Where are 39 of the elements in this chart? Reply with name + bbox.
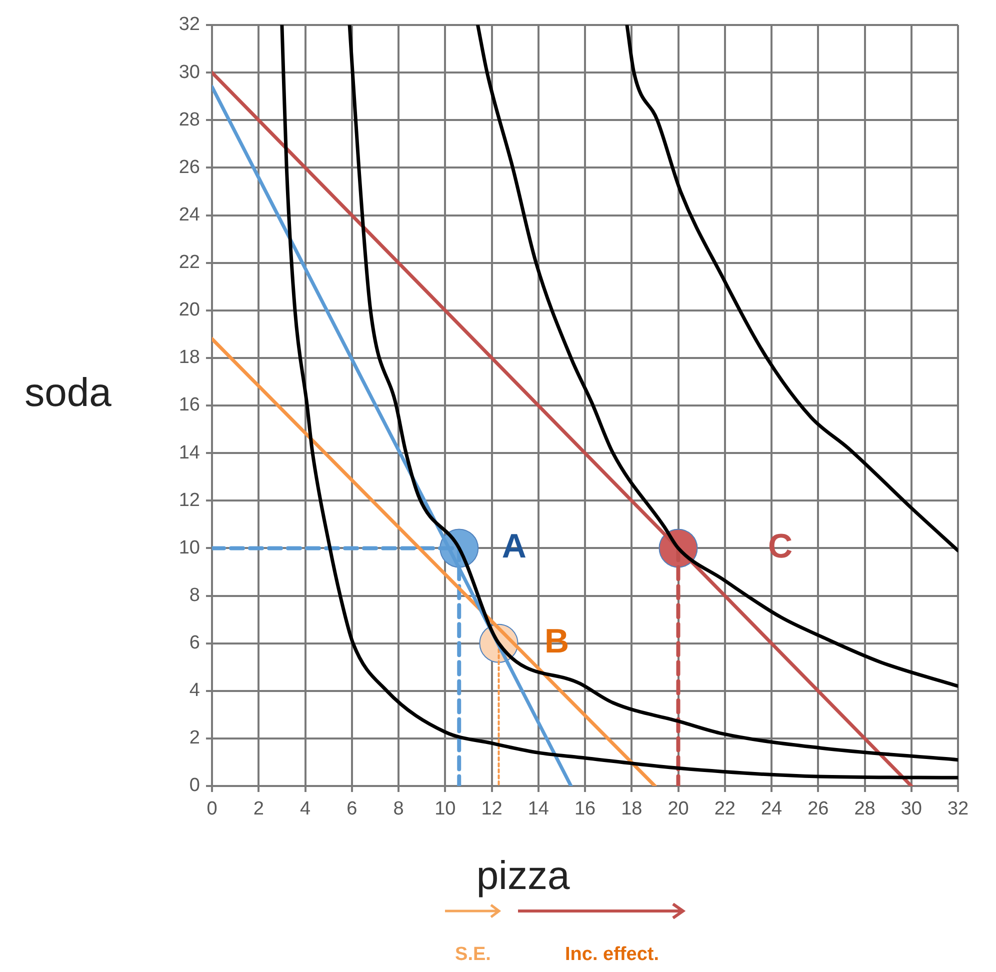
x-tick-label: 18 — [621, 798, 642, 820]
y-tick-label: 8 — [189, 584, 200, 606]
y-tick-label: 28 — [178, 109, 200, 130]
y-tick-label: 30 — [178, 62, 200, 83]
x-tick-label: 2 — [253, 798, 264, 820]
x-tick-label: 24 — [760, 798, 782, 820]
y-tick-label: 0 — [189, 775, 200, 796]
x-tick-label: 12 — [481, 798, 502, 820]
y-axis-title: soda — [24, 371, 112, 416]
y-tick-label: 16 — [178, 394, 200, 416]
y-tick-label: 12 — [178, 490, 200, 511]
y-tick-label: 6 — [189, 632, 200, 654]
y-tick-label: 18 — [178, 347, 200, 368]
x-tick-label: 0 — [206, 798, 218, 820]
text: Inc. effect. — [565, 944, 659, 966]
y-tick-label: 24 — [178, 204, 200, 226]
y-tick-label: 22 — [178, 252, 200, 274]
x-tick-label: 8 — [393, 798, 404, 820]
x-tick-label: 16 — [574, 798, 596, 820]
annotation: B — [544, 622, 570, 661]
x-tick-label: 26 — [808, 798, 829, 820]
x-tick-label: 20 — [668, 798, 689, 820]
x-tick-label: 10 — [434, 798, 456, 820]
x-tick-label: 4 — [300, 798, 311, 820]
x-tick-label: 22 — [714, 798, 736, 820]
y-tick-label: 2 — [189, 728, 200, 749]
y-tick-label: 10 — [178, 537, 200, 558]
x-tick-label: 6 — [346, 798, 358, 820]
y-tick-label: 14 — [178, 442, 200, 464]
x-tick-label: 30 — [900, 798, 922, 820]
x-tick-label: 14 — [528, 798, 550, 820]
x-tick-label: 32 — [947, 798, 969, 820]
y-tick-label: 20 — [178, 300, 200, 321]
text: S.E. — [455, 944, 491, 966]
x-axis-title: pizza — [476, 854, 570, 898]
y-tick-label: 32 — [178, 14, 200, 36]
y-tick-label: 26 — [178, 156, 200, 178]
x-tick-label: 28 — [854, 798, 876, 820]
y-tick-label: 4 — [189, 680, 200, 702]
